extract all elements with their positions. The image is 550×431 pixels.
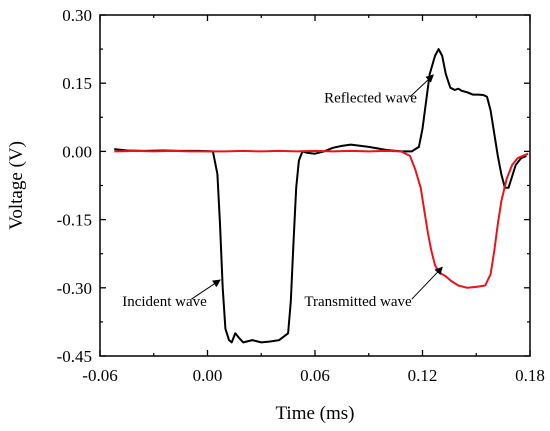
series-line-1 (114, 48, 527, 344)
annotation-arrow (411, 266, 443, 300)
y-tick-label: -0.30 (57, 279, 92, 298)
x-tick-label: 0.06 (300, 366, 330, 385)
annotation-label: Reflected wave (324, 90, 417, 106)
series-line-2 (114, 149, 529, 289)
y-tick-label: 0.15 (62, 74, 92, 93)
y-tick-label: 0.00 (62, 142, 92, 161)
annotation-layer: Reflected wave Incident wave Transmitted w… (122, 74, 443, 310)
annotation-arrow (409, 74, 434, 98)
y-axis-title: Voltage (V) (6, 141, 27, 230)
axes-layer: -0.06 0.00 0.06 0.12 0.18 -0.45 -0.30 -0.15 0.00… (57, 6, 545, 385)
x-tick-label: -0.06 (82, 366, 117, 385)
x-tick-label: 0.18 (515, 366, 545, 385)
series-layer (114, 48, 529, 344)
y-tick-label: -0.45 (57, 347, 92, 366)
annotation-label: Incident wave (122, 294, 207, 310)
y-tick-label: 0.30 (62, 6, 92, 25)
annotation-arrow (191, 279, 221, 300)
x-tick-label: 0.00 (193, 366, 223, 385)
x-tick-label: 0.12 (408, 366, 438, 385)
y-tick-label: -0.15 (57, 211, 92, 230)
annotation-label: Transmitted wave (304, 294, 412, 310)
x-axis-title: Time (ms) (275, 403, 354, 424)
